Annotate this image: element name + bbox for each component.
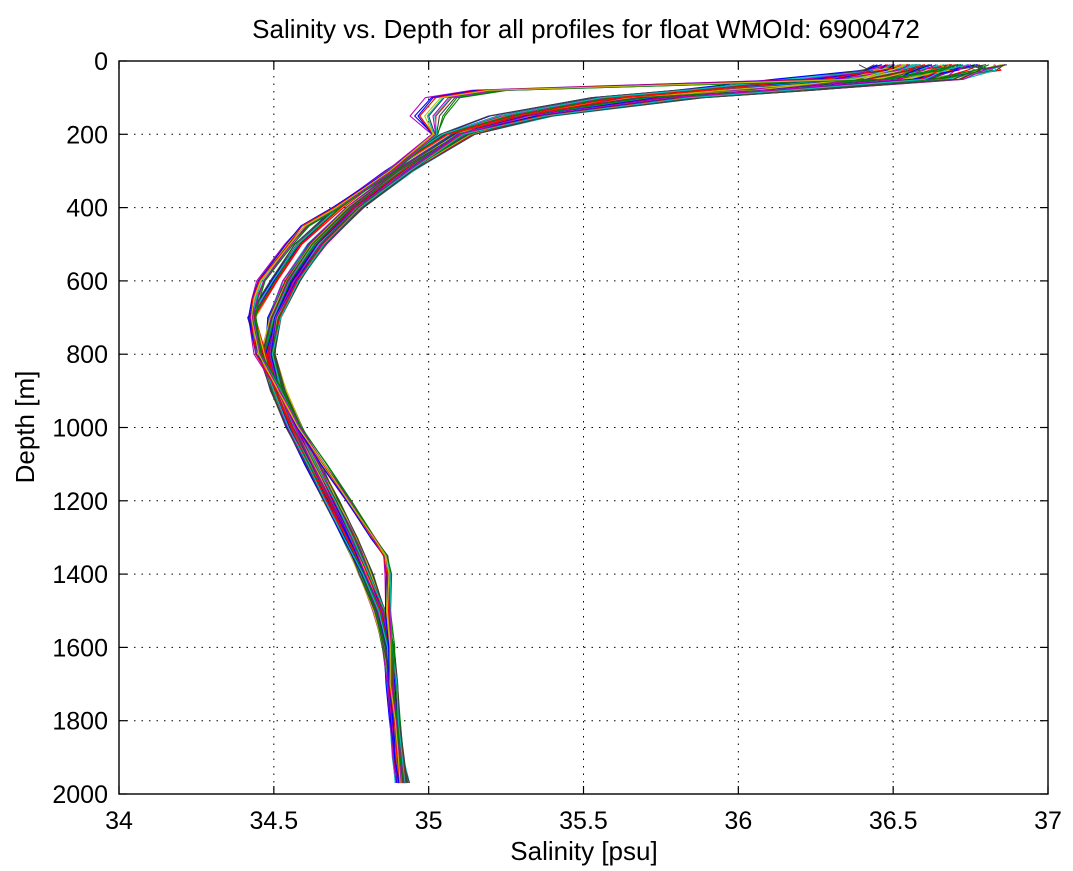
tick-layer: 34 34.5 35 35.5 36 36.5 37 0 200 400 600 800 1000 120…	[52, 48, 1062, 835]
profile-line	[255, 64, 958, 784]
x-tick-label: 35.5	[559, 807, 608, 835]
series-layer	[247, 64, 1007, 784]
y-tick-label: 1000	[52, 415, 108, 443]
x-tick-label: 35	[415, 807, 443, 835]
y-tick-label: 1200	[52, 488, 108, 516]
x-tick-label: 36	[724, 807, 752, 835]
y-axis-label: Depth [m]	[10, 371, 40, 484]
y-tick-label: 800	[66, 341, 108, 369]
y-tick-label: 1800	[52, 708, 108, 736]
plot-background	[119, 61, 1048, 794]
profile-line	[251, 64, 911, 784]
y-tick-label: 200	[66, 121, 108, 149]
y-tick-label: 400	[66, 195, 108, 223]
x-tick-label: 34.5	[249, 807, 298, 835]
y-tick-label: 600	[66, 268, 108, 296]
x-tick-label: 34	[105, 807, 133, 835]
profile-line	[250, 64, 907, 784]
profile-line	[247, 64, 895, 784]
y-tick-label: 0	[94, 48, 108, 76]
chart-title: Salinity vs. Depth for all profiles for …	[252, 14, 920, 44]
profile-line	[250, 64, 909, 784]
y-tick-label: 1600	[52, 634, 108, 662]
x-tick-label: 37	[1034, 807, 1062, 835]
x-axis-label: Salinity [psu]	[510, 836, 657, 866]
y-tick-label: 1400	[52, 561, 108, 589]
x-tick-label: 36.5	[869, 807, 918, 835]
y-tick-label: 2000	[52, 781, 108, 809]
